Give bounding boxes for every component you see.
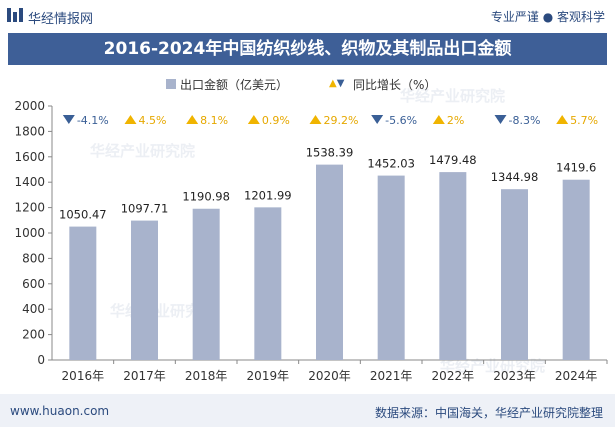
bar [131, 220, 158, 360]
y-tick-label: 1000 [14, 226, 45, 240]
y-tick-label: 600 [22, 277, 45, 291]
bar-value-label: 1050.47 [59, 208, 107, 222]
growth-down-icon [494, 115, 507, 124]
growth-value-label: 8.1% [200, 114, 228, 127]
growth-value-label: 29.2% [324, 114, 359, 127]
growth-value-label: 5.7% [570, 114, 598, 127]
y-tick-label: 1800 [14, 124, 45, 138]
growth-value-label: -8.3% [509, 114, 541, 127]
top-bar: 华经情报网 专业严谨 ● 客观科学 [0, 0, 615, 32]
bar-swatch-icon [166, 79, 176, 89]
legend-label-growth: 同比增长（%） [353, 78, 437, 92]
bar [377, 175, 405, 360]
y-tick-label: 1600 [14, 150, 45, 164]
bar-chart: 0 200 400 600 800 1000 1200 1400 1600 1800 2000 105… [14, 99, 608, 383]
footer-url: www.huaon.com [10, 404, 110, 418]
growth-triangles-icon: ▲▼ [329, 78, 345, 89]
growth-value-label: -5.6% [385, 114, 417, 127]
chart-title: 2016-2024年中国纺织纱线、织物及其制品出口金额 [8, 33, 607, 65]
bar-value-label: 1190.98 [182, 190, 230, 204]
growth-value-label: 2% [447, 114, 464, 127]
bar-value-label: 1419.6 [556, 161, 596, 175]
bar-value-label: 1201.99 [244, 188, 292, 202]
y-tick-label: 400 [22, 302, 45, 316]
x-tick-label: 2017年 [123, 369, 166, 383]
growth-down-icon [62, 115, 75, 124]
legend-label-export: 出口金额（亿美元） [180, 78, 289, 92]
watermark: 华经产业研究院 [440, 357, 546, 375]
growth-value-label: 0.9% [262, 114, 290, 127]
bar [69, 226, 97, 360]
growth-up-icon [124, 115, 137, 124]
tagline: 专业严谨 ● 客观科学 [490, 10, 605, 24]
growth-down-icon [371, 115, 384, 124]
y-tick-label: 1200 [14, 201, 45, 215]
y-tick-label: 200 [22, 328, 45, 342]
brand-name: 华经情报网 [28, 12, 94, 27]
bar [501, 189, 528, 360]
bar-value-label: 1452.03 [367, 157, 415, 171]
bar [192, 208, 220, 360]
x-tick-label: 2016年 [62, 369, 105, 383]
growth-value-label: 4.5% [139, 114, 167, 127]
watermark: 华经产业研究院 [400, 87, 506, 105]
chart-legend: 出口金额（亿美元） ▲▼ 同比增长（%） [0, 76, 615, 94]
growth-up-icon [556, 115, 569, 124]
bar-value-label: 1344.98 [491, 170, 539, 184]
bar-value-label: 1538.39 [306, 146, 354, 160]
y-tick-label: 0 [37, 353, 45, 367]
x-tick-label: 2019年 [247, 369, 290, 383]
bar [562, 179, 590, 360]
bar [254, 207, 282, 360]
bar-value-label: 1479.48 [429, 153, 477, 167]
x-tick-label: 2024年 [555, 369, 598, 383]
growth-up-icon [309, 115, 322, 124]
x-tick-label: 2022年 [432, 369, 475, 383]
bar-value-label: 1097.71 [121, 202, 169, 216]
y-tick-label: 2000 [14, 99, 45, 113]
growth-up-icon [186, 115, 199, 124]
x-tick-label: 2023年 [493, 369, 536, 383]
y-tick-label: 1400 [14, 175, 45, 189]
bar [316, 164, 343, 360]
x-tick-label: 2021年 [370, 369, 413, 383]
footer: www.huaon.com 数据来源：中国海关，华经产业研究院整理 [0, 394, 615, 427]
logo-icon [7, 8, 23, 22]
growth-up-icon [247, 115, 260, 124]
growth-value-label: -4.1% [77, 114, 109, 127]
growth-up-icon [432, 115, 445, 124]
bar [439, 172, 467, 360]
footer-source: 数据来源：中国海关，华经产业研究院整理 [374, 406, 603, 420]
x-tick-label: 2018年 [185, 369, 228, 383]
watermark: 华经产业研究院 [90, 142, 196, 160]
x-tick-label: 2020年 [308, 369, 351, 383]
y-tick-label: 800 [22, 251, 45, 265]
